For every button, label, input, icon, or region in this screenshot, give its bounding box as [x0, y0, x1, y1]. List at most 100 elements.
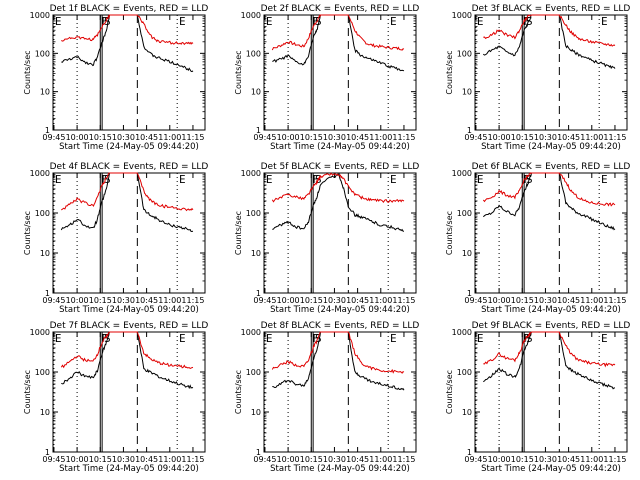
subplot-title: Det 7f BLACK = Events, RED = LLD	[50, 321, 209, 331]
time-marker-letter: S	[526, 15, 533, 28]
y-tick-label: 1	[256, 289, 261, 298]
x-tick-label: 10:30	[323, 296, 346, 305]
x-tick-label: 11:15	[181, 133, 204, 142]
y-tick-label: 10	[40, 249, 50, 258]
y-tick-label: 1	[467, 448, 472, 457]
x-tick-label: 10:45	[557, 455, 580, 464]
time-marker-letter: E	[390, 173, 397, 186]
time-marker-letter: E	[477, 15, 484, 28]
x-tick-label: 10:15	[89, 133, 112, 142]
y-axis-label: Counts/sec	[234, 211, 243, 255]
x-tick-label: 10:15	[511, 133, 534, 142]
y-tick-label: 100	[246, 209, 261, 218]
x-tick-label: 10:30	[534, 133, 557, 142]
subplot-title: Det 2f BLACK = Events, RED = LLD	[261, 4, 420, 14]
x-axis-label: Start Time (24-May-05 09:44:20)	[270, 305, 410, 315]
plot-frame	[263, 331, 417, 453]
subplot-title: Det 9f BLACK = Events, RED = LLD	[472, 321, 631, 331]
events-series-line	[272, 331, 405, 391]
plot-frame	[52, 331, 206, 453]
y-tick-label: 10	[40, 408, 50, 417]
x-tick-label: 10:45	[135, 133, 158, 142]
x-axis-label: Start Time (24-May-05 09:44:20)	[59, 305, 199, 315]
lld-series-line	[482, 172, 616, 207]
x-tick-label: 10:45	[135, 455, 158, 464]
time-marker-letter: E	[477, 173, 484, 186]
y-axis-label: Counts/sec	[234, 50, 243, 94]
x-tick-label: 10:30	[112, 455, 135, 464]
x-tick-label: 09:45	[42, 296, 65, 305]
x-tick-label: 11:15	[392, 133, 415, 142]
x-tick-label: 10:45	[346, 296, 369, 305]
x-tick-label: 11:00	[369, 455, 392, 464]
x-tick-label: 11:15	[603, 133, 626, 142]
y-axis-label: Counts/sec	[445, 370, 454, 414]
subplot-8: Det 8f BLACK = Events, RED = LLD 1 10 100 10…	[234, 321, 419, 474]
subplot-3: Det 3f BLACK = Events, RED = LLD 1 10 100 10…	[445, 4, 630, 152]
y-axis-label: Counts/sec	[234, 370, 243, 414]
time-marker-letter: S	[104, 15, 111, 28]
x-tick-label: 11:15	[181, 455, 204, 464]
subplot-4: Det 4f BLACK = Events, RED = LLD 1 10 100 10…	[23, 162, 208, 315]
x-tick-label: 11:15	[181, 296, 204, 305]
lld-series-line	[61, 172, 194, 212]
x-tick-label: 11:00	[580, 455, 603, 464]
time-marker-letter: E	[601, 332, 608, 345]
x-tick-label: 10:15	[89, 455, 112, 464]
x-tick-label: 09:45	[464, 133, 487, 142]
x-tick-label: 11:15	[603, 455, 626, 464]
y-tick-label: 1000	[30, 169, 50, 178]
y-tick-label: 1	[467, 289, 472, 298]
time-marker-letter: E	[601, 15, 608, 28]
y-tick-label: 1000	[241, 328, 261, 337]
y-tick-label: 100	[457, 209, 472, 218]
x-tick-label: 10:00	[488, 455, 511, 464]
y-tick-label: 100	[457, 49, 472, 58]
x-tick-label: 11:00	[580, 296, 603, 305]
x-tick-label: 10:45	[557, 296, 580, 305]
y-tick-label: 10	[462, 249, 472, 258]
subplot-7: Det 7f BLACK = Events, RED = LLD 1 10 100 10…	[23, 321, 208, 474]
y-tick-label: 1000	[30, 328, 50, 337]
y-tick-label: 1	[467, 126, 472, 135]
events-series-line	[272, 172, 405, 232]
y-tick-label: 100	[35, 209, 50, 218]
subplot-title: Det 4f BLACK = Events, RED = LLD	[50, 162, 209, 172]
plot-frame	[474, 14, 628, 131]
x-tick-label: 09:45	[464, 455, 487, 464]
x-axis-label: Start Time (24-May-05 09:44:20)	[270, 142, 410, 152]
subplot-6: Det 6f BLACK = Events, RED = LLD 1 10 100 10…	[445, 162, 630, 315]
y-tick-label: 100	[35, 368, 50, 377]
time-marker-letter: F	[312, 332, 319, 345]
time-marker-letter: E	[266, 173, 273, 186]
y-tick-label: 1	[45, 126, 50, 135]
x-tick-label: 09:45	[253, 133, 276, 142]
subplot-title: Det 5f BLACK = Events, RED = LLD	[261, 162, 420, 172]
x-tick-label: 10:30	[323, 133, 346, 142]
y-tick-label: 1000	[241, 11, 261, 20]
plot-frame	[474, 331, 628, 453]
y-tick-label: 1	[256, 448, 261, 457]
lld-series-line	[60, 331, 194, 369]
x-axis-label: Start Time (24-May-05 09:44:20)	[481, 142, 621, 152]
y-axis-label: Counts/sec	[23, 50, 32, 94]
x-tick-label: 11:00	[369, 133, 392, 142]
x-axis-label: Start Time (24-May-05 09:44:20)	[481, 305, 621, 315]
time-marker-letter: F	[312, 173, 319, 186]
y-tick-label: 10	[251, 249, 261, 258]
time-marker-letter: E	[390, 15, 397, 28]
time-marker-letter: E	[266, 332, 273, 345]
y-tick-label: 1	[45, 289, 50, 298]
y-tick-label: 1000	[241, 169, 261, 178]
time-marker-letter: F	[523, 15, 530, 28]
lld-series-line	[483, 331, 616, 368]
subplot-title: Det 3f BLACK = Events, RED = LLD	[472, 4, 631, 14]
x-tick-label: 09:45	[42, 133, 65, 142]
time-marker-letter: E	[390, 332, 397, 345]
subplot-title: Det 6f BLACK = Events, RED = LLD	[472, 162, 631, 172]
time-marker-letter: E	[477, 332, 484, 345]
x-tick-label: 10:45	[346, 133, 369, 142]
x-tick-label: 10:15	[89, 296, 112, 305]
y-tick-label: 1000	[452, 11, 472, 20]
